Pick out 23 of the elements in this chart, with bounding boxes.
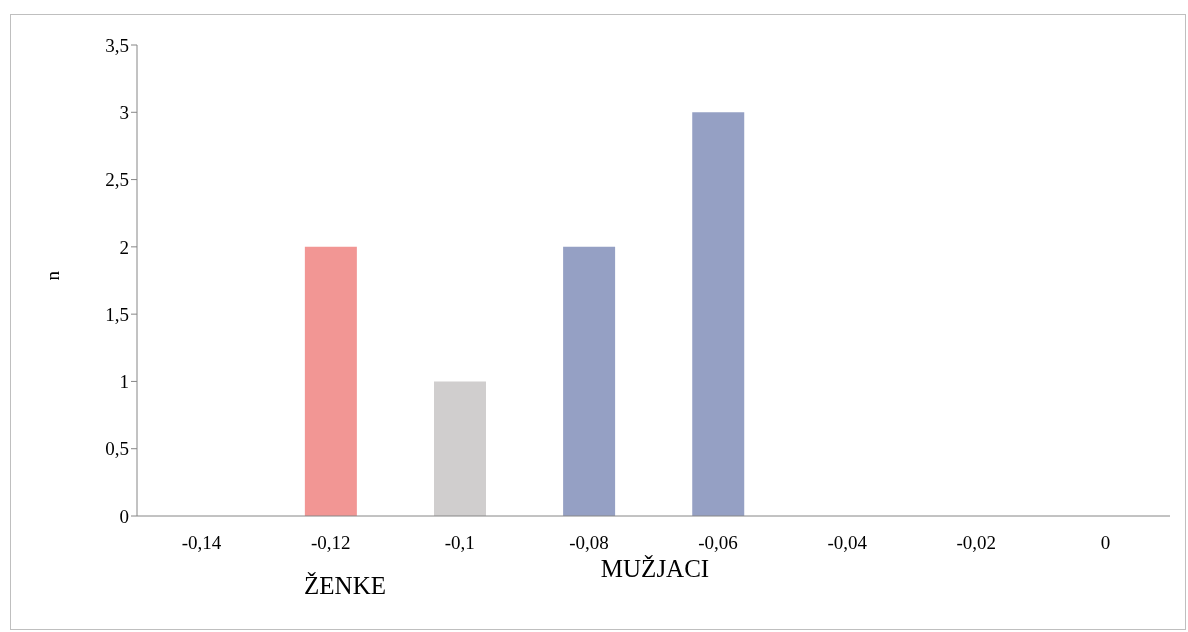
x-tick-label: -0,12	[310, 532, 351, 554]
y-tick-label: 2,5	[105, 169, 129, 191]
bar	[563, 246, 616, 516]
x-tick-label: -0,14	[181, 532, 222, 554]
y-tick-label: 1,5	[105, 303, 129, 325]
y-tick-label: 3,5	[105, 34, 129, 56]
text: MUŽJACI	[600, 555, 710, 583]
y-tick-label: 3	[119, 102, 129, 124]
x-tick-label: -0,02	[956, 532, 997, 554]
x-tick-label: -0,1	[444, 532, 475, 554]
y-axis-title: n	[41, 270, 63, 281]
bar	[433, 381, 486, 516]
x-tick-label: -0,04	[827, 532, 868, 554]
x-tick-label: -0,08	[569, 532, 609, 554]
bar	[692, 112, 745, 516]
x-tick-label: -0,06	[698, 532, 738, 554]
y-tick-label: 1	[119, 371, 129, 393]
y-tick-label: 0,5	[105, 438, 129, 460]
x-tick-label: 0	[1100, 532, 1111, 554]
text: ŽENKE	[304, 572, 386, 600]
y-tick-label: 2	[119, 236, 129, 258]
y-tick-label: 0	[119, 505, 129, 527]
bar	[304, 246, 357, 516]
